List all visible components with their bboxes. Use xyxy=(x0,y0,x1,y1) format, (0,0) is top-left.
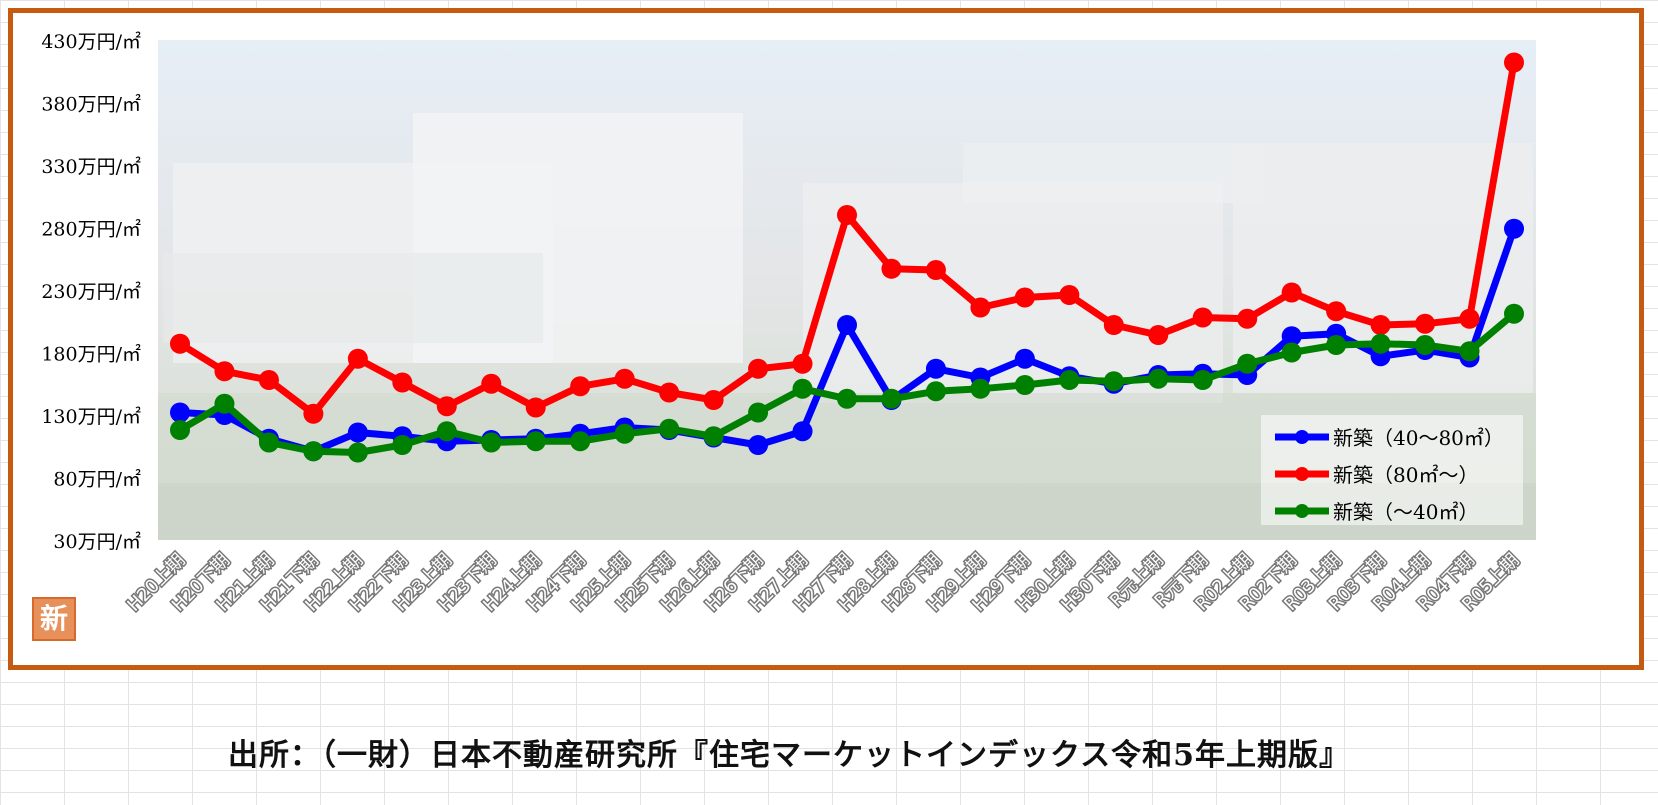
data-point xyxy=(925,260,946,280)
chart-frame: 30万円/㎡ 80万円/㎡ 130万円/㎡ 180万円/㎡ 230万円/㎡ 280万円/㎡… xyxy=(8,8,1644,670)
data-point xyxy=(258,370,279,390)
data-point xyxy=(1370,315,1391,335)
legend: 新築（40～80㎡） 新築（80㎡～） 新築（～40㎡） xyxy=(1261,415,1523,525)
data-point xyxy=(792,378,813,399)
data-point xyxy=(258,432,279,453)
data-point xyxy=(1103,371,1124,392)
data-point xyxy=(570,376,591,397)
data-point xyxy=(925,358,946,379)
data-point xyxy=(1148,368,1169,389)
y-tick-label: 180万円/㎡ xyxy=(41,343,141,366)
data-point xyxy=(748,358,769,379)
data-point xyxy=(481,373,502,394)
data-point xyxy=(837,315,857,335)
data-point xyxy=(1014,287,1035,308)
data-point xyxy=(1504,218,1524,239)
data-point xyxy=(1504,52,1524,73)
data-point xyxy=(170,333,190,354)
data-point xyxy=(1014,348,1035,369)
data-point xyxy=(1192,307,1213,328)
data-point xyxy=(347,348,368,369)
data-point xyxy=(1370,333,1391,354)
data-point xyxy=(703,390,724,410)
data-point xyxy=(703,426,724,447)
new-build-badge: 新 xyxy=(32,597,76,641)
data-point xyxy=(214,361,235,382)
data-point xyxy=(303,441,324,462)
data-point xyxy=(1281,326,1302,347)
data-point xyxy=(214,393,235,414)
data-point xyxy=(792,353,813,374)
source-note: 出所：（一財）日本不動産研究所『住宅マーケットインデックス令和5年上期版』 xyxy=(228,738,1350,773)
data-point xyxy=(881,258,902,279)
y-tick-label: 380万円/㎡ xyxy=(41,93,141,116)
line-chart: 30万円/㎡ 80万円/㎡ 130万円/㎡ 180万円/㎡ 230万円/㎡ 280万円/㎡… xyxy=(41,30,1536,617)
data-point xyxy=(436,396,457,417)
data-point xyxy=(392,372,413,393)
x-axis-ticks: H20上期H20下期H21上期H21下期H22上期H22下期H23上期H23下期… xyxy=(122,548,1525,617)
series-layer xyxy=(170,52,1524,463)
data-point xyxy=(925,381,946,402)
data-point xyxy=(303,403,324,424)
data-point xyxy=(970,378,991,399)
data-point xyxy=(436,421,457,442)
data-point xyxy=(1103,315,1124,335)
data-point xyxy=(837,205,857,225)
data-point xyxy=(792,421,813,442)
data-point xyxy=(525,431,546,452)
legend-label: 新築（～40㎡） xyxy=(1333,500,1478,524)
data-point xyxy=(1504,303,1524,324)
legend-label: 新築（40～80㎡） xyxy=(1333,426,1504,450)
y-tick-label: 30万円/㎡ xyxy=(53,530,141,553)
data-point xyxy=(570,431,591,452)
series-3 xyxy=(170,303,1524,463)
data-point xyxy=(970,297,991,318)
data-point xyxy=(347,442,368,463)
y-tick-label: 430万円/㎡ xyxy=(41,30,141,53)
legend-marker xyxy=(1295,430,1309,444)
y-tick-label: 80万円/㎡ xyxy=(53,468,141,491)
data-point xyxy=(659,382,680,403)
data-point xyxy=(1326,335,1347,355)
data-point xyxy=(1148,325,1169,345)
y-tick-label: 230万円/㎡ xyxy=(41,280,141,303)
data-point xyxy=(1459,341,1480,362)
data-point xyxy=(1281,282,1302,303)
data-point xyxy=(1281,342,1302,363)
y-tick-label: 280万円/㎡ xyxy=(41,218,141,241)
data-point xyxy=(659,418,680,439)
data-point xyxy=(837,388,857,409)
data-point xyxy=(1326,301,1347,322)
data-point xyxy=(1459,308,1480,329)
data-point xyxy=(1237,353,1258,374)
data-point xyxy=(525,397,546,418)
data-point xyxy=(1415,313,1436,334)
data-point xyxy=(1192,370,1213,390)
legend-label: 新築（80㎡～） xyxy=(1333,463,1478,487)
data-point xyxy=(392,435,413,455)
legend-marker xyxy=(1295,467,1309,481)
data-point xyxy=(748,435,769,455)
data-point xyxy=(1059,370,1080,390)
data-point xyxy=(481,432,502,453)
data-point xyxy=(881,388,902,409)
data-point xyxy=(614,368,635,389)
data-point xyxy=(1014,375,1035,395)
series-2 xyxy=(170,52,1524,424)
data-point xyxy=(614,423,635,444)
data-point xyxy=(170,420,190,440)
data-point xyxy=(347,422,368,443)
data-point xyxy=(1059,285,1080,305)
data-point xyxy=(748,402,769,423)
y-axis-ticks: 30万円/㎡ 80万円/㎡ 130万円/㎡ 180万円/㎡ 230万円/㎡ 280万円/㎡… xyxy=(41,30,141,553)
legend-marker xyxy=(1295,504,1309,518)
y-tick-label: 330万円/㎡ xyxy=(41,155,141,178)
data-point xyxy=(1237,308,1258,329)
y-tick-label: 130万円/㎡ xyxy=(41,405,141,428)
data-point xyxy=(1415,335,1436,355)
data-point xyxy=(170,402,190,423)
